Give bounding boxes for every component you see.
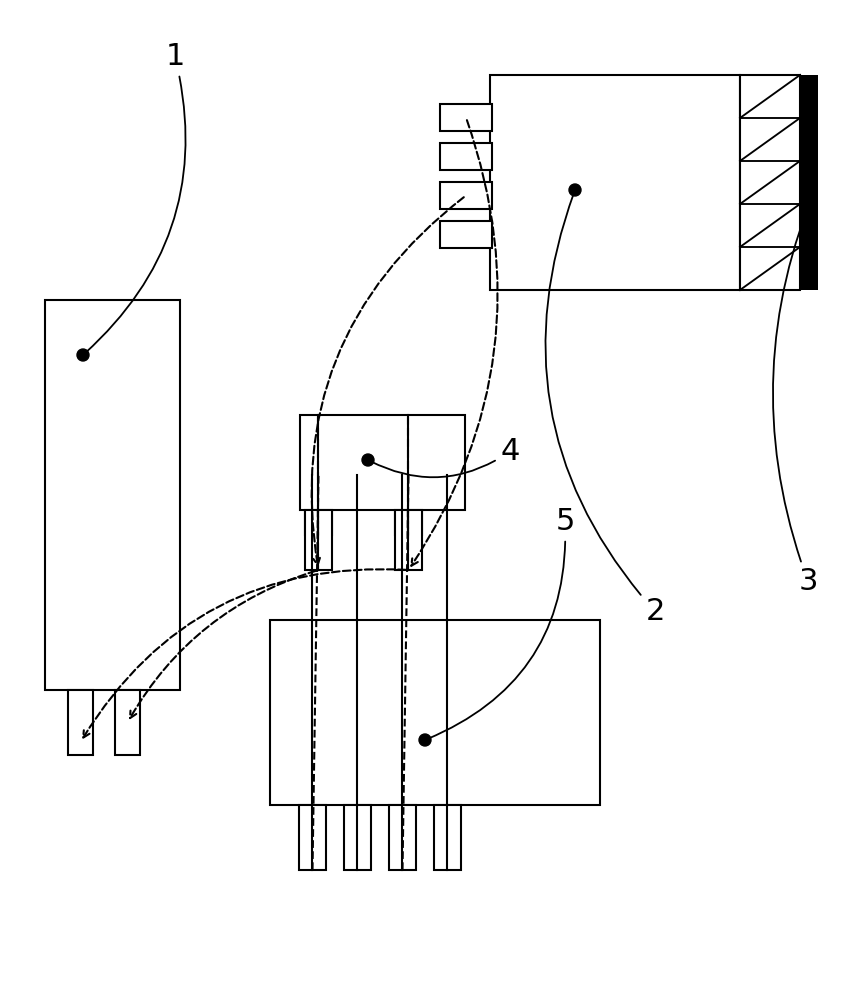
- Bar: [68, 690, 93, 755]
- Text: 2: 2: [545, 193, 665, 626]
- Bar: [800, 75, 818, 290]
- Bar: [434, 805, 461, 870]
- Text: 4: 4: [371, 437, 520, 477]
- Bar: [490, 75, 740, 290]
- Text: 5: 5: [427, 507, 574, 739]
- Bar: [740, 75, 800, 290]
- Bar: [440, 182, 492, 209]
- Bar: [344, 805, 371, 870]
- Text: 3: 3: [773, 185, 817, 596]
- Bar: [45, 300, 180, 690]
- Circle shape: [362, 454, 374, 466]
- Bar: [270, 620, 600, 805]
- Circle shape: [569, 184, 581, 196]
- Bar: [395, 475, 422, 535]
- Circle shape: [419, 734, 431, 746]
- Bar: [395, 510, 422, 570]
- Bar: [305, 510, 332, 570]
- Bar: [389, 805, 416, 870]
- Bar: [440, 221, 492, 248]
- Text: 1: 1: [85, 42, 186, 353]
- Bar: [440, 143, 492, 170]
- Bar: [300, 415, 465, 510]
- Circle shape: [77, 349, 89, 361]
- Bar: [440, 104, 492, 131]
- Bar: [305, 475, 332, 535]
- Bar: [115, 690, 140, 755]
- Bar: [299, 805, 326, 870]
